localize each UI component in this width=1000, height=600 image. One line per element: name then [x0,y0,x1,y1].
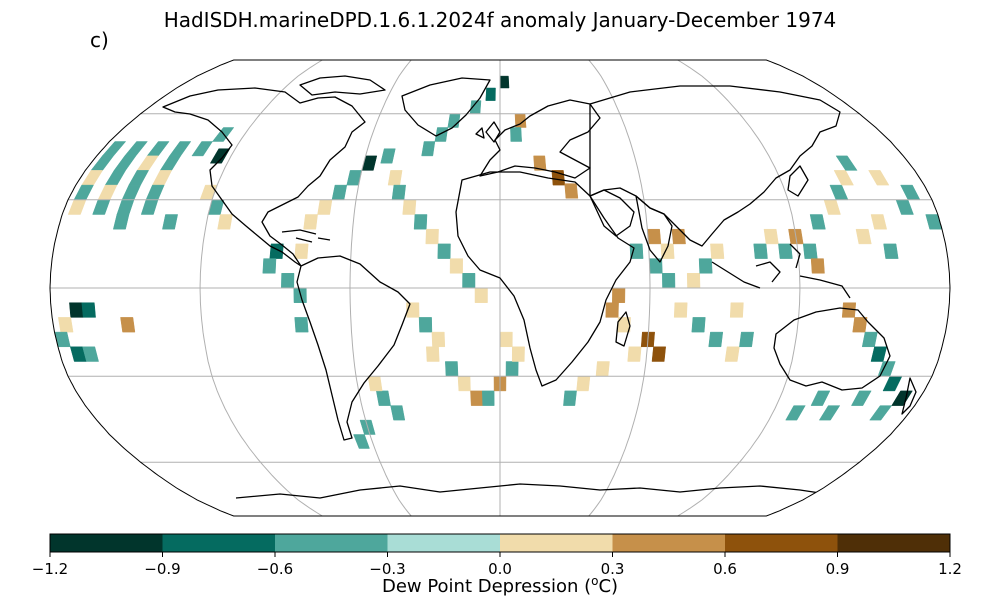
anomaly-cell [753,243,768,259]
coastlines [162,75,917,503]
anomaly-cell [82,346,99,362]
anomaly-cell [120,317,136,333]
anomaly-cell [739,331,754,348]
coastline-india [635,195,673,263]
anomaly-cell [511,346,525,362]
anomaly-cell [482,390,495,406]
anomaly-cell [835,155,858,171]
colorbar-tick-label: −0.6 [256,560,294,578]
coastline-arabia [589,189,635,237]
panel-label: c) [90,28,109,52]
colorbar-swatch [275,534,388,552]
anomaly-cell [563,390,577,406]
anomaly-cell [217,214,233,230]
anomaly-cell [855,228,872,245]
anomaly-cell [673,302,688,318]
colorbar-swatch [837,534,951,552]
anomaly-cell [303,214,318,230]
coastline-se-asia-islands [711,243,851,299]
coastline-antarctica [235,483,871,503]
anomaly-cell [708,331,724,348]
anomaly-cell [294,317,309,333]
colorbar-tick-label: −0.9 [144,560,181,578]
anomaly-cell [421,141,436,157]
anomaly-cell [818,405,841,421]
anomaly-cell [209,148,231,164]
coastline-australia [773,307,891,391]
anomaly-cell [724,346,740,362]
colorbar-tick-label: −1.2 [31,560,69,578]
anomaly-cell [785,405,806,421]
colorbar-swatch [612,534,726,552]
map-title: HadISDH.marineDPD.1.6.1.2024f anomaly Ja… [163,8,837,32]
coastline-madagascar [615,311,631,347]
anomaly-cell [651,346,666,362]
anomaly-cell [191,141,213,157]
anomaly-cell [729,302,744,318]
anomaly-cell [81,302,96,318]
globe-outline [49,59,951,517]
coastline-new-zealand [901,377,917,415]
anomaly-cell [833,170,854,186]
anomaly-cell [869,405,893,421]
anomaly-cell [353,434,370,449]
anomaly-cell [810,390,831,406]
coastline-europe [479,99,601,179]
colorbar-swatch [162,534,276,552]
colorbar-swatch [500,534,613,552]
coastline-south-america [296,255,411,441]
anomaly-cell [883,243,899,259]
colorbar-swatch [50,534,163,552]
coastline-arctic-islands [299,75,386,96]
anomaly-cell [112,214,130,230]
coastline-british-isles [475,121,501,143]
anomaly-cells [54,75,943,449]
colorbar-tick-label: 0.6 [713,560,737,578]
anomaly-cell [294,243,309,259]
anomaly-cell [868,170,890,186]
colorbar-tick-label: 0.0 [488,560,512,578]
anomaly-cell [431,331,446,348]
anomaly-cell [691,317,706,333]
anomaly-cell [810,258,825,274]
anomaly-cell [710,243,725,259]
anomaly-cell [809,214,826,230]
anomaly-cell [58,317,74,333]
anomaly-cell [262,258,277,274]
colorbar-swatch [725,534,838,552]
colorbar-tick-label: 1.2 [938,560,962,578]
coastline-asia [589,85,841,247]
anomaly-cell [485,87,496,101]
anomaly-cell [510,127,522,142]
colorbar-label: Dew Point Depression (oC) [381,574,619,597]
anomaly-cell [870,214,888,230]
anomaly-cell [162,214,179,230]
anomaly-cell [375,390,391,406]
colorbar-tick-label: 0.3 [600,560,625,578]
anomaly-cell [850,390,872,406]
anomaly-cell [627,346,642,362]
coastline-africa [455,171,635,387]
coastline-caribbean [281,229,331,243]
colorbar-tick-label: 0.9 [825,560,850,578]
anomaly-cell [426,346,440,362]
coastline-north-america [162,87,366,267]
coastline-greenland [401,77,491,137]
anomaly-cell [390,405,406,421]
colorbar-swatch [387,534,501,552]
anomaly-cell [698,258,713,274]
colorbar-tick-label: −0.3 [369,560,406,578]
anomaly-cell [564,183,579,199]
coastline-japan [787,165,809,197]
anomaly-cell [778,243,793,259]
anomaly-cell [380,148,396,164]
